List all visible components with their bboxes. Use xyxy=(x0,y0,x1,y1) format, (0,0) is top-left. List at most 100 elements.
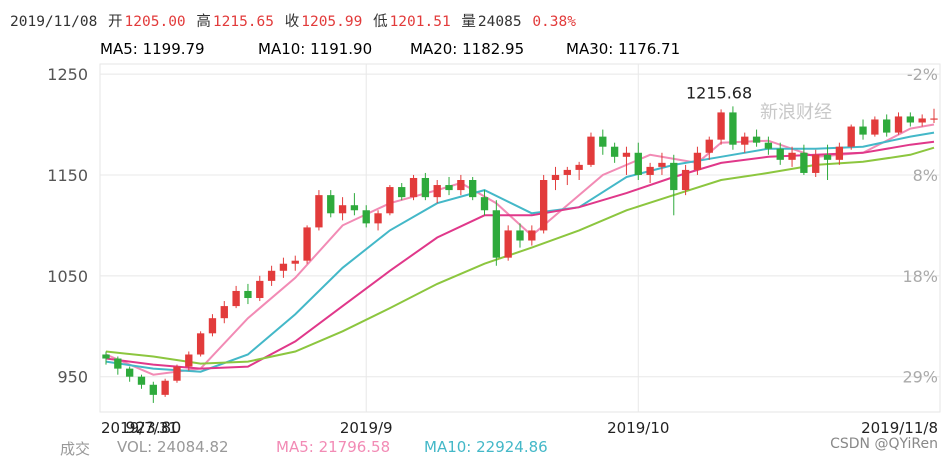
candle xyxy=(599,129,607,155)
quote-date: 2019/11/08 xyxy=(10,14,98,30)
candle xyxy=(622,146,631,175)
candle xyxy=(125,366,134,382)
close-value: 1205.99 xyxy=(301,14,363,30)
candle xyxy=(752,129,761,147)
y-tick-label: 950 xyxy=(57,368,88,387)
candle xyxy=(800,144,808,175)
x-axis-labels: 2019/7/31 2019/9 2019/10 2019/11/8 xyxy=(101,419,938,437)
volume-vol: VOL: 24084.82 xyxy=(117,438,229,456)
ma10-legend: MA10: 1191.90 xyxy=(258,40,373,58)
candle-body xyxy=(196,333,205,355)
candle xyxy=(634,142,642,180)
price-annotation: 1215.68 xyxy=(686,84,752,103)
candle xyxy=(185,351,193,371)
candle-body xyxy=(421,177,430,198)
candle-body xyxy=(492,210,501,258)
candle-body xyxy=(161,380,169,395)
candle-body xyxy=(173,366,181,381)
candle-body xyxy=(871,119,879,135)
candle xyxy=(610,142,619,163)
candle xyxy=(883,114,891,137)
candle xyxy=(492,200,501,266)
candle xyxy=(267,265,276,286)
candle-body xyxy=(114,358,122,369)
candle-body xyxy=(670,162,678,191)
candle xyxy=(208,314,217,337)
candle-body xyxy=(208,318,217,334)
candle-body xyxy=(575,164,583,170)
candle-body xyxy=(185,354,193,367)
open-label: 开 xyxy=(108,14,123,30)
candle-body xyxy=(409,177,418,198)
candle xyxy=(137,374,146,389)
candle-body xyxy=(599,136,607,147)
candle xyxy=(764,136,773,155)
candle xyxy=(220,301,228,324)
candle-body xyxy=(256,280,264,299)
candle-body xyxy=(800,152,808,173)
candle xyxy=(338,197,347,221)
candle-body xyxy=(788,152,796,160)
volume-ma10: MA10: 22924.86 xyxy=(424,438,548,456)
x-tick-label: 2019/9 xyxy=(340,419,393,437)
candle xyxy=(516,223,524,248)
candle xyxy=(350,193,359,216)
candle-body xyxy=(350,205,359,211)
volume-value: 24085 xyxy=(477,14,522,30)
candle xyxy=(717,109,725,145)
candle-body xyxy=(551,174,560,180)
low-value: 1201.51 xyxy=(389,14,451,30)
candle-body xyxy=(823,154,832,160)
candle-body xyxy=(338,205,347,214)
candle-body xyxy=(705,139,713,153)
candle xyxy=(256,275,264,302)
candle-body xyxy=(398,187,406,198)
plot-border xyxy=(99,63,941,413)
high-label: 高 xyxy=(196,14,211,30)
candles xyxy=(102,106,938,403)
candle xyxy=(398,183,406,201)
candle xyxy=(196,331,205,357)
y-tick-label: 1150 xyxy=(47,166,88,185)
ma5-legend: MA5: 1199.79 xyxy=(100,40,205,58)
candle-body xyxy=(658,162,666,167)
candle xyxy=(859,119,867,140)
x-tick-label: 2019/7/31 xyxy=(101,419,178,437)
candle xyxy=(386,185,394,216)
pct-tick-label: 18% xyxy=(902,267,938,286)
low-label: 低 xyxy=(373,14,388,30)
candle-body xyxy=(693,152,702,170)
candle xyxy=(776,142,784,165)
chart-grid xyxy=(99,63,941,413)
y-tick-label: 1050 xyxy=(47,267,88,286)
candle-body xyxy=(327,195,335,214)
candle-body xyxy=(622,152,631,157)
candle-body xyxy=(847,126,855,147)
candle xyxy=(279,257,288,278)
moving-average-lines xyxy=(105,123,935,376)
candle xyxy=(303,225,311,264)
candle-body xyxy=(681,169,690,191)
candle xyxy=(409,174,418,201)
ma30-line xyxy=(105,146,935,365)
candle-body xyxy=(930,118,938,120)
candle-body xyxy=(125,368,134,377)
candle xyxy=(114,356,122,375)
candle-body xyxy=(859,126,867,135)
sina-watermark: 新浪财经 xyxy=(760,102,832,123)
candle xyxy=(894,112,903,135)
candle xyxy=(681,164,690,196)
candle-body xyxy=(457,180,465,191)
candle xyxy=(457,174,465,196)
ma20-legend: MA20: 1182.95 xyxy=(410,40,525,58)
candle-body xyxy=(137,376,146,385)
candle xyxy=(847,124,855,150)
candle xyxy=(469,176,477,201)
candle-body xyxy=(741,136,749,145)
candle-body xyxy=(587,136,595,165)
candle-body xyxy=(303,227,311,261)
credit-text: CSDN @QYiRen xyxy=(830,436,938,452)
candle-body xyxy=(776,148,784,160)
candle xyxy=(149,381,157,403)
